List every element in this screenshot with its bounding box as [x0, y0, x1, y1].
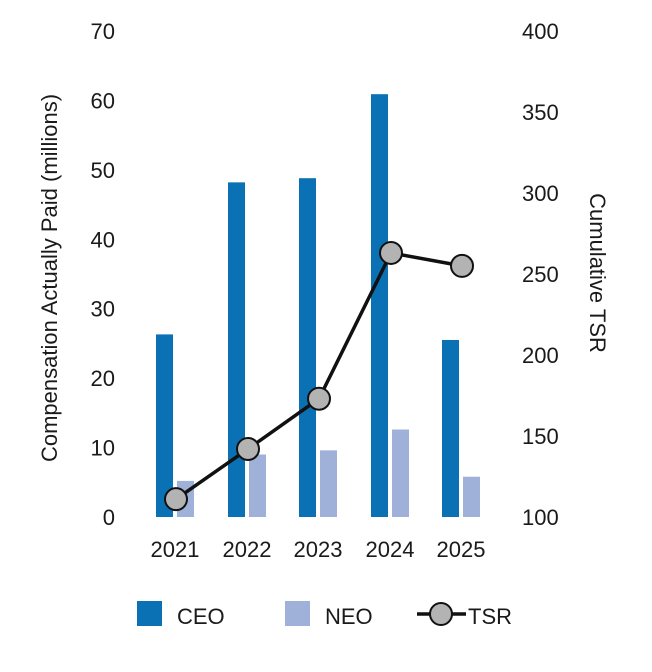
y-axis-title: Compensation Actually Paid (millions) [37, 94, 62, 462]
bar-neo-2023 [320, 450, 337, 517]
y-tick-label: 50 [91, 158, 115, 183]
legend-neo-label: NEO [325, 604, 373, 629]
bar-ceo-2024 [371, 94, 388, 518]
bar-ceo-2025 [442, 339, 459, 517]
y2-axis-title: Cumulative TSR [585, 193, 610, 353]
y-tick-label: 10 [91, 436, 115, 461]
x-tick-label: 2022 [223, 537, 272, 562]
bar-ceo-2021 [156, 334, 173, 517]
legend-tsr-marker [429, 602, 453, 626]
y-tick-label: 60 [91, 88, 115, 113]
x-tick-label: 2024 [366, 537, 415, 562]
x-tick-label: 2023 [294, 537, 343, 562]
bar-neo-2022 [249, 454, 266, 517]
y2-tick-label: 400 [522, 19, 559, 44]
tsr-point-2025 [450, 253, 474, 278]
y2-tick-label: 200 [522, 343, 559, 368]
y2-tick-label: 300 [522, 181, 559, 206]
tsr-point-2021 [164, 487, 188, 512]
y-tick-label: 70 [91, 19, 115, 44]
legend-ceo-label: CEO [177, 604, 225, 629]
legend: CEO NEO TSR [137, 601, 512, 629]
tsr-point-2024 [379, 240, 403, 265]
bar-ceo-2022 [228, 182, 245, 517]
x-tick-label: 2021 [151, 537, 200, 562]
y-tick-label: 0 [103, 505, 115, 530]
y-tick-label: 30 [91, 297, 115, 322]
legend-ceo-swatch [137, 601, 162, 626]
tsr-line [174, 251, 463, 501]
tsr-point-2023 [307, 386, 331, 411]
y-tick-label: 20 [91, 366, 115, 391]
legend-tsr-label: TSR [468, 604, 512, 629]
y2-tick-label: 150 [522, 424, 559, 449]
bar-ceo-2023 [299, 178, 316, 517]
legend-neo-swatch [285, 601, 310, 626]
bar-neo-2025 [463, 476, 480, 517]
y2-tick-label: 350 [522, 100, 559, 125]
tsr-point-2022 [236, 436, 260, 461]
bar-neo-2024 [392, 429, 409, 517]
y2-tick-label: 100 [522, 505, 559, 530]
x-tick-label: 2025 [437, 537, 486, 562]
y-tick-label: 40 [91, 227, 115, 252]
y2-tick-label: 250 [522, 262, 559, 287]
